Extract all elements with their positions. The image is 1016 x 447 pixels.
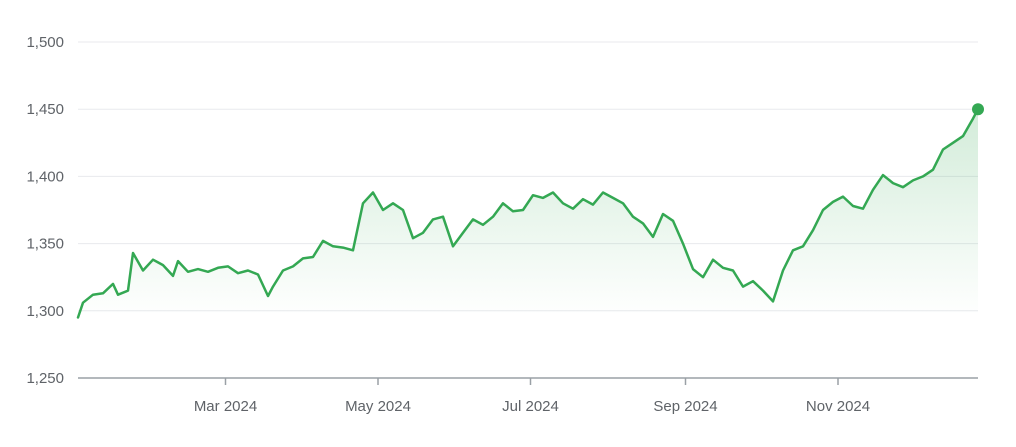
y-tick-label: 1,250 [26,370,64,387]
series-area-fill [78,109,978,318]
x-tick-label: May 2024 [345,398,411,415]
y-tick-label: 1,350 [26,236,64,253]
last-point-marker [972,103,984,116]
series-line [76,107,980,319]
x-tick-label: Jul 2024 [502,398,559,415]
x-axis-ticks: Mar 2024 May 2024 Jul 2024 Sep 2024 Nov 2024 [194,378,870,415]
y-tick-label: 1,400 [26,168,64,185]
x-tick-label: Sep 2024 [653,398,717,415]
x-tick-label: Nov 2024 [806,398,870,415]
y-tick-label: 1,500 [26,34,64,51]
y-tick-label: 1,450 [26,101,64,118]
y-axis-ticks: 1,250 1,300 1,350 1,400 1,450 1,500 [26,34,64,387]
y-tick-label: 1,300 [26,303,64,320]
x-tick-label: Mar 2024 [194,398,257,415]
